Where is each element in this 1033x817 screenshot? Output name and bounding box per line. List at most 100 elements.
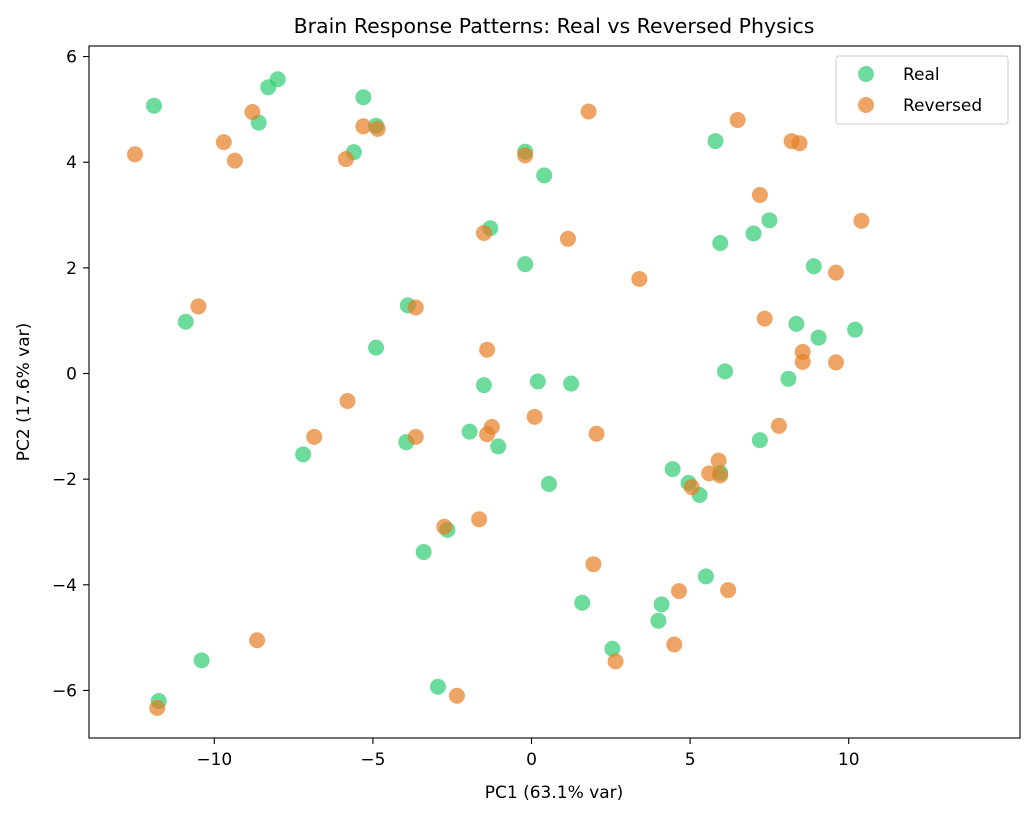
legend-frame [835, 55, 1009, 125]
point-reversed-2 [215, 134, 232, 151]
point-real-19 [716, 363, 733, 380]
point-reversed-15 [559, 230, 576, 247]
point-reversed-5 [369, 120, 386, 137]
point-reversed-31 [588, 425, 605, 442]
point-real-37 [415, 544, 432, 561]
x-axis-title: PC1 (63.1% var) [485, 783, 623, 803]
point-reversed-12 [751, 186, 768, 203]
y-axis: −6 −4 −2 0 2 4 6 [52, 48, 89, 701]
point-real-39 [574, 594, 591, 611]
y-tick-label: 2 [66, 259, 77, 279]
point-real-20 [780, 370, 797, 387]
y-axis-title: PC2 (17.6% var) [14, 323, 34, 461]
y-tick-label: −6 [52, 681, 77, 701]
point-reversed-41 [720, 582, 737, 599]
point-reversed-21 [828, 354, 845, 371]
point-reversed-25 [339, 392, 356, 409]
point-reversed-6 [337, 151, 354, 168]
point-real-40 [653, 596, 670, 613]
point-reversed-11 [791, 135, 808, 152]
point-reversed-20 [794, 353, 811, 370]
point-real-15 [805, 258, 822, 275]
point-reversed-1 [244, 104, 261, 121]
point-reversed-43 [607, 653, 624, 670]
point-real-42 [697, 568, 714, 585]
point-reversed-29 [479, 426, 496, 443]
point-real-43 [604, 640, 621, 657]
point-real-32 [664, 461, 681, 478]
point-reversed-17 [828, 264, 845, 281]
point-reversed-24 [479, 341, 496, 358]
point-real-41 [650, 612, 667, 629]
point-real-12 [712, 235, 729, 252]
point-reversed-46 [448, 687, 465, 704]
legend: Real Reversed [835, 55, 1009, 125]
point-reversed-27 [407, 428, 424, 445]
point-reversed-42 [666, 636, 683, 653]
point-reversed-4 [355, 118, 372, 135]
points-layer [126, 71, 870, 716]
y-tick-label: −4 [52, 576, 77, 596]
point-reversed-18 [756, 310, 773, 327]
point-reversed-23 [407, 299, 424, 316]
point-reversed-33 [710, 452, 727, 469]
point-reversed-36 [683, 479, 700, 496]
y-tick-label: −2 [52, 470, 77, 490]
point-reversed-40 [671, 583, 688, 600]
x-tick-label: 0 [526, 750, 537, 770]
point-reversed-38 [471, 511, 488, 528]
point-real-46 [429, 678, 446, 695]
point-reversed-7 [517, 147, 534, 164]
point-real-25 [529, 373, 546, 390]
point-reversed-3 [226, 152, 243, 169]
point-real-11 [517, 256, 534, 273]
point-real-14 [761, 212, 778, 229]
point-reversed-8 [580, 103, 597, 120]
y-tick-label: 4 [66, 153, 77, 173]
legend-label-reversed: Reversed [903, 96, 982, 116]
x-axis: −10 −5 0 5 10 [196, 738, 860, 770]
point-reversed-32 [770, 417, 787, 434]
point-real-24 [475, 377, 492, 394]
point-real-31 [540, 475, 557, 492]
point-real-8 [536, 167, 553, 184]
point-reversed-14 [475, 224, 492, 241]
point-reversed-30 [526, 408, 543, 425]
point-real-21 [177, 313, 194, 330]
point-reversed-9 [729, 111, 746, 128]
point-reversed-0 [126, 146, 143, 163]
x-tick-label: 10 [838, 750, 860, 770]
point-reversed-22 [190, 298, 207, 315]
point-real-36 [751, 432, 768, 449]
x-tick-label: −10 [196, 750, 232, 770]
point-real-29 [490, 438, 507, 455]
x-tick-label: 5 [685, 750, 696, 770]
point-reversed-37 [436, 518, 453, 535]
point-real-23 [368, 339, 385, 356]
point-reversed-16 [631, 270, 648, 287]
point-real-9 [707, 133, 724, 150]
chart-title: Brain Response Patterns: Real vs Reverse… [294, 14, 815, 38]
point-real-16 [788, 315, 805, 332]
point-real-18 [847, 321, 864, 338]
point-real-17 [810, 329, 827, 346]
point-reversed-26 [306, 428, 323, 445]
point-real-30 [295, 446, 312, 463]
plot-frame [88, 45, 1021, 739]
point-real-2 [269, 71, 286, 88]
legend-marker-real [858, 66, 874, 82]
point-real-0 [146, 97, 163, 114]
x-tick-label: −5 [360, 750, 385, 770]
point-reversed-13 [853, 212, 870, 229]
point-reversed-39 [585, 556, 602, 573]
point-reversed-35 [712, 467, 729, 484]
point-real-44 [193, 652, 210, 669]
point-real-13 [745, 225, 762, 242]
point-real-28 [461, 423, 478, 440]
point-real-4 [355, 89, 372, 106]
point-reversed-44 [249, 632, 266, 649]
y-tick-label: 6 [66, 48, 77, 68]
y-tick-label: 0 [66, 365, 77, 385]
legend-label-real: Real [903, 65, 940, 85]
